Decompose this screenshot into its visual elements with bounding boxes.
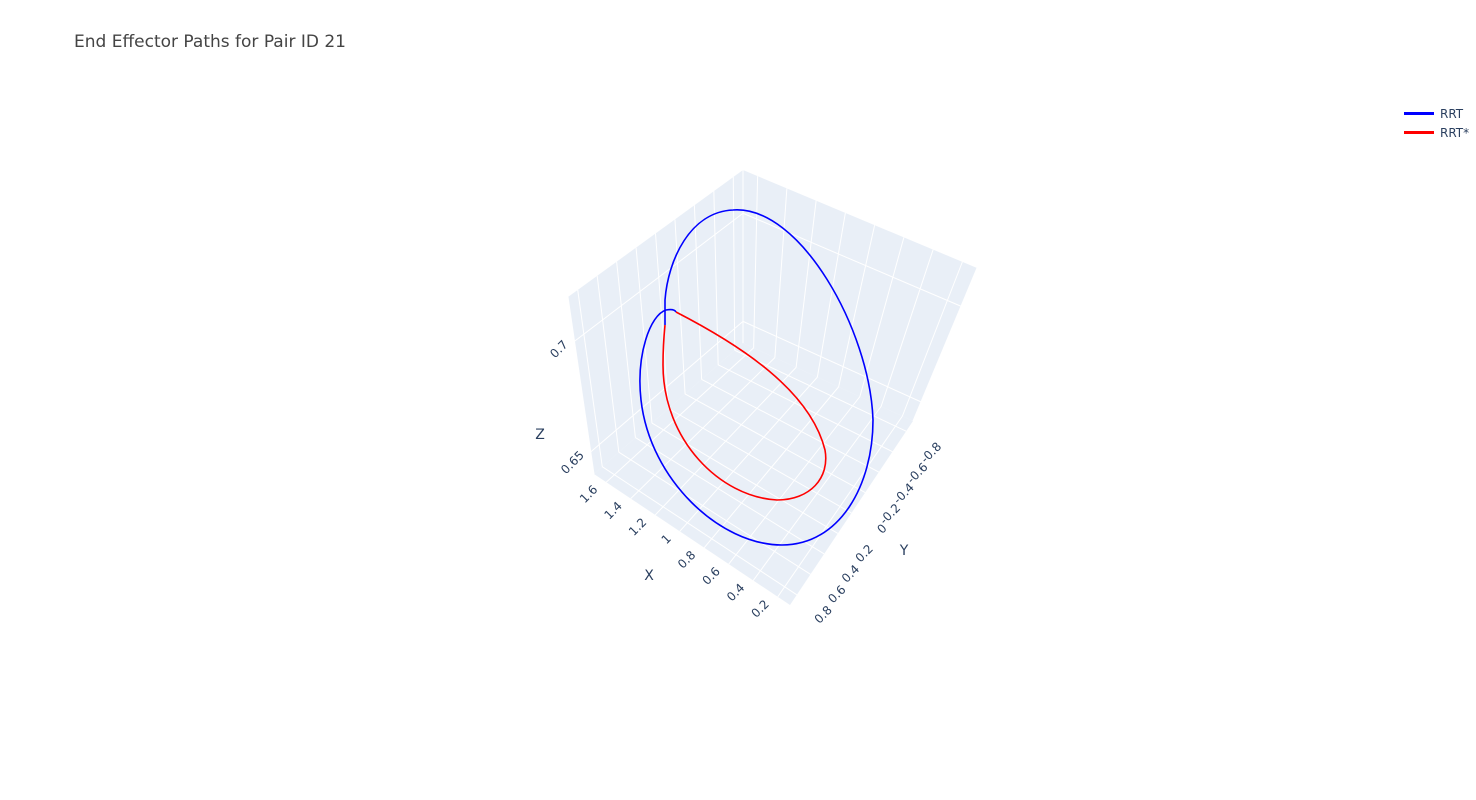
legend-label-rrt-star: RRT* (1440, 125, 1470, 140)
series-line-rrt[interactable] (639, 209, 874, 546)
x-tick-label-6: 1.4 (601, 499, 624, 522)
z-tick-label-0: 0.65 (558, 448, 587, 477)
x-tick-label-1: 0.4 (724, 581, 747, 604)
grid-line-y-floor-7 (618, 451, 811, 575)
grid-line-y-wall-2 (693, 205, 703, 380)
x-tick-label-3: 0.8 (675, 548, 698, 571)
z-tick-label-1: 0.7 (547, 337, 570, 360)
x-axis-title: X (644, 568, 654, 584)
grid-line-y-wall-3 (674, 219, 686, 394)
grid-line-x-wall-4 (816, 212, 846, 378)
grid-line-y-wall-6 (616, 261, 636, 438)
grid-line-x-wall-7 (753, 176, 759, 348)
grid-line-y-floor-3 (684, 393, 866, 493)
grid-line-y-floor-6 (635, 437, 825, 555)
box-edge-right (912, 267, 978, 422)
grid-line-y-wall-0 (732, 177, 736, 351)
grid-line-y-wall-7 (596, 275, 620, 453)
legend: RRT RRT* (1404, 104, 1469, 142)
grid-lines (567, 170, 978, 598)
grid-line-x-wall-2 (859, 237, 905, 397)
grid-line-z-wall2-0 (742, 320, 922, 403)
grid-line-y-floor-4 (668, 408, 852, 514)
x-tick-label-2: 0.6 (699, 564, 722, 587)
grid-line-y-floor-5 (651, 422, 839, 534)
y-tick-label-6: 0.4 (839, 562, 862, 585)
grid-line-y-wall-8 (577, 289, 603, 467)
grid-line-y-floor-2 (701, 378, 880, 473)
grid-line-y-floor-0 (734, 349, 907, 432)
box-edge-left (567, 296, 595, 475)
legend-swatch-rrt-star (1404, 131, 1434, 134)
y-axis-title: Y (899, 543, 909, 559)
z-axis-title: Z (535, 427, 545, 443)
x-tick-label-0: 0.2 (748, 597, 771, 620)
chart-title: End Effector Paths for Pair ID 21 (74, 32, 346, 52)
legend-item-rrt[interactable]: RRT (1404, 104, 1469, 123)
y-tick-label-7: 0.6 (825, 583, 848, 606)
legend-swatch-rrt (1404, 112, 1434, 115)
grid-line-z-wall2-1 (742, 212, 962, 307)
series-line-rrt-star[interactable] (662, 311, 827, 501)
y-tick-label-5: 0.2 (853, 542, 876, 565)
legend-item-rrt-star[interactable]: RRT* (1404, 123, 1469, 142)
y-tick-label-8: 0.8 (812, 603, 835, 626)
grid-line-x-wall-0 (901, 261, 963, 417)
grid-line-z-wall1-0 (590, 320, 744, 453)
x-tick-label-7: 1.6 (577, 482, 600, 505)
grid-line-z-wall1-1 (574, 212, 744, 342)
grid-line-x-wall-1 (880, 249, 934, 407)
grid-line-x-wall-3 (838, 225, 876, 387)
floor (594, 343, 913, 605)
grid-line-y-floor-8 (602, 466, 798, 596)
back-wall-y (743, 170, 977, 421)
x-tick-label-4: 1 (659, 532, 674, 547)
grid-line-x-wall-6 (774, 188, 788, 358)
grid-line-x-wall-5 (795, 200, 817, 368)
grid-line-y-wall-5 (635, 247, 653, 424)
legend-label-rrt: RRT (1440, 106, 1464, 121)
grid-line-y-wall-4 (655, 233, 669, 409)
x-tick-label-5: 1.2 (626, 515, 649, 538)
